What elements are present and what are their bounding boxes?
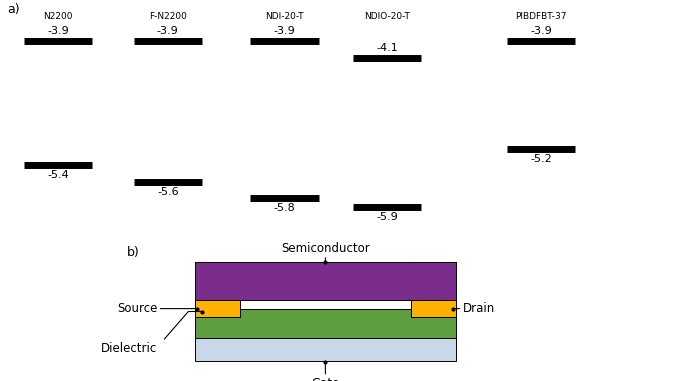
Text: Semiconductor: Semiconductor: [281, 242, 370, 261]
Text: Drain: Drain: [453, 302, 495, 315]
Text: -5.6: -5.6: [157, 187, 179, 197]
Text: Dielectric: Dielectric: [101, 342, 158, 355]
Text: -3.9: -3.9: [157, 26, 179, 36]
Bar: [195, 262, 240, 317]
Text: a): a): [7, 3, 19, 16]
Text: NDIO-20-T: NDIO-20-T: [364, 13, 410, 21]
Bar: [195, 262, 456, 300]
Text: -3.9: -3.9: [47, 26, 69, 36]
Text: -5.9: -5.9: [376, 211, 398, 222]
Text: F-N2200: F-N2200: [149, 13, 187, 21]
Bar: [411, 262, 456, 317]
Bar: [195, 300, 240, 317]
Text: -5.8: -5.8: [273, 203, 295, 213]
Text: Source: Source: [117, 302, 197, 315]
Bar: [195, 309, 456, 338]
Text: -3.9: -3.9: [273, 26, 295, 36]
Text: -5.2: -5.2: [530, 154, 552, 164]
Text: Gate: Gate: [311, 362, 340, 381]
Text: N2200: N2200: [43, 13, 73, 21]
Text: -3.9: -3.9: [530, 26, 552, 36]
Bar: [195, 335, 456, 361]
Text: -4.1: -4.1: [376, 43, 398, 53]
Text: NDI-20-T: NDI-20-T: [265, 13, 303, 21]
Bar: [411, 300, 456, 317]
Text: -5.4: -5.4: [47, 170, 69, 180]
Text: b): b): [127, 247, 140, 259]
Text: PIBDFBT-37: PIBDFBT-37: [515, 13, 567, 21]
